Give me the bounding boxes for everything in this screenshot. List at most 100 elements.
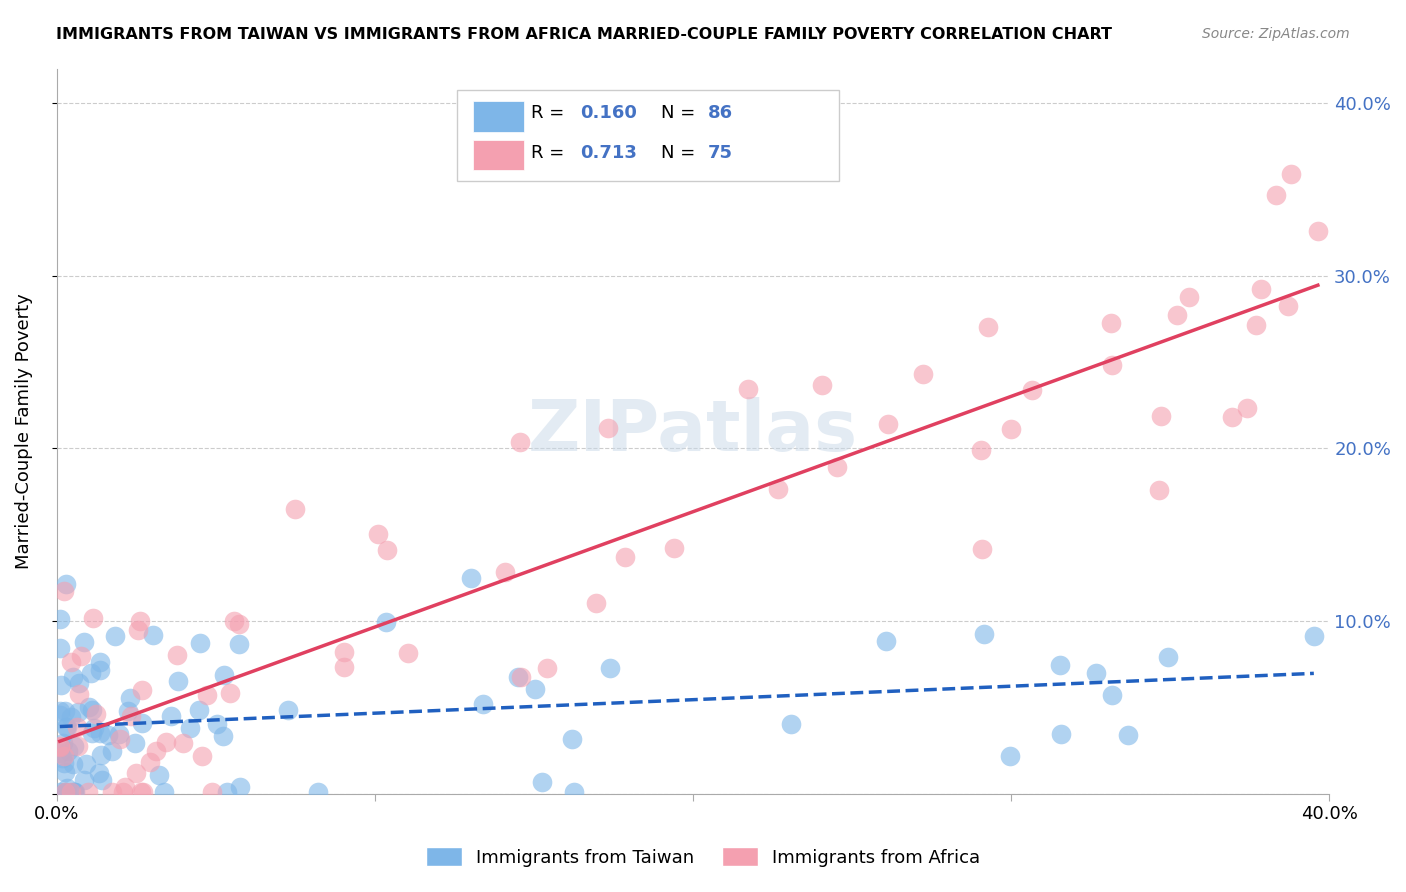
Point <box>125 766 148 780</box>
Point <box>72 635 94 649</box>
Point <box>89 655 111 669</box>
Point <box>59 655 82 669</box>
Y-axis label: Married-Couple Family Poverty: Married-Couple Family Poverty <box>15 293 32 569</box>
Point <box>75 756 97 771</box>
Point <box>145 744 167 758</box>
Point <box>1085 665 1108 680</box>
Point <box>187 703 209 717</box>
Point <box>83 721 105 735</box>
Point <box>49 678 72 692</box>
Point <box>780 716 803 731</box>
Point <box>1101 689 1123 703</box>
Point <box>53 584 76 599</box>
Point <box>460 571 482 585</box>
Point <box>877 417 900 432</box>
Point <box>1049 658 1071 673</box>
Text: N =: N = <box>661 104 702 122</box>
Point <box>56 780 79 795</box>
Point <box>73 773 96 788</box>
Point <box>63 785 86 799</box>
Point <box>49 785 72 799</box>
Point <box>129 785 152 799</box>
Point <box>530 774 553 789</box>
Point <box>664 541 686 555</box>
Point <box>139 755 162 769</box>
Point <box>190 749 212 764</box>
Text: ZIPatlas: ZIPatlas <box>527 397 858 466</box>
Point <box>1166 309 1188 323</box>
Point <box>972 541 994 556</box>
Point <box>131 716 153 731</box>
Point <box>49 746 72 760</box>
Point <box>55 720 77 734</box>
Point <box>67 676 90 690</box>
Point <box>160 709 183 723</box>
Point <box>222 615 245 629</box>
Point <box>97 728 120 742</box>
Text: N =: N = <box>661 145 702 162</box>
Point <box>1000 422 1022 436</box>
Point <box>508 670 530 684</box>
Point <box>523 682 546 697</box>
Point <box>101 785 124 799</box>
Point <box>599 661 621 675</box>
Point <box>117 704 139 718</box>
Point <box>56 720 79 734</box>
Point <box>212 667 235 681</box>
Text: 86: 86 <box>709 104 734 122</box>
Point <box>229 780 252 795</box>
Text: 0.160: 0.160 <box>579 104 637 122</box>
Point <box>1099 316 1122 330</box>
Point <box>155 735 177 749</box>
Point <box>49 704 72 718</box>
Point <box>561 732 583 747</box>
Point <box>120 708 142 723</box>
Point <box>63 785 86 799</box>
Point <box>1147 483 1170 498</box>
Point <box>1000 748 1022 763</box>
Point <box>219 686 242 700</box>
Point <box>1050 727 1073 741</box>
Point <box>80 665 103 680</box>
Point <box>77 785 100 799</box>
Point <box>86 706 108 721</box>
Point <box>53 704 76 718</box>
Point <box>77 700 100 714</box>
Point <box>509 435 531 450</box>
Point <box>131 682 153 697</box>
Point <box>471 697 494 711</box>
Point <box>108 731 131 746</box>
Point <box>132 785 155 799</box>
Point <box>875 634 897 648</box>
Point <box>1116 728 1139 742</box>
Point <box>89 726 111 740</box>
Point <box>67 705 90 719</box>
Point <box>52 749 75 764</box>
Point <box>167 674 190 689</box>
Point <box>65 785 87 799</box>
Point <box>142 628 165 642</box>
Point <box>977 319 1000 334</box>
Point <box>104 628 127 642</box>
Point <box>1101 358 1123 372</box>
Point <box>153 785 176 799</box>
Point <box>55 785 77 799</box>
Point <box>188 636 211 650</box>
Point <box>201 785 224 799</box>
Point <box>307 785 329 799</box>
Text: 75: 75 <box>709 145 733 162</box>
Point <box>973 626 995 640</box>
Point <box>63 739 86 753</box>
Point <box>108 727 131 741</box>
Point <box>562 785 585 799</box>
Point <box>1306 224 1329 238</box>
Point <box>212 729 235 743</box>
Point <box>207 717 229 731</box>
Point <box>1244 318 1267 333</box>
Text: IMMIGRANTS FROM TAIWAN VS IMMIGRANTS FROM AFRICA MARRIED-COUPLE FAMILY POVERTY C: IMMIGRANTS FROM TAIWAN VS IMMIGRANTS FRO… <box>56 27 1112 42</box>
Point <box>49 739 72 754</box>
Text: Source: ZipAtlas.com: Source: ZipAtlas.com <box>1202 27 1350 41</box>
Point <box>55 785 77 799</box>
Point <box>215 785 238 799</box>
Point <box>59 710 82 724</box>
